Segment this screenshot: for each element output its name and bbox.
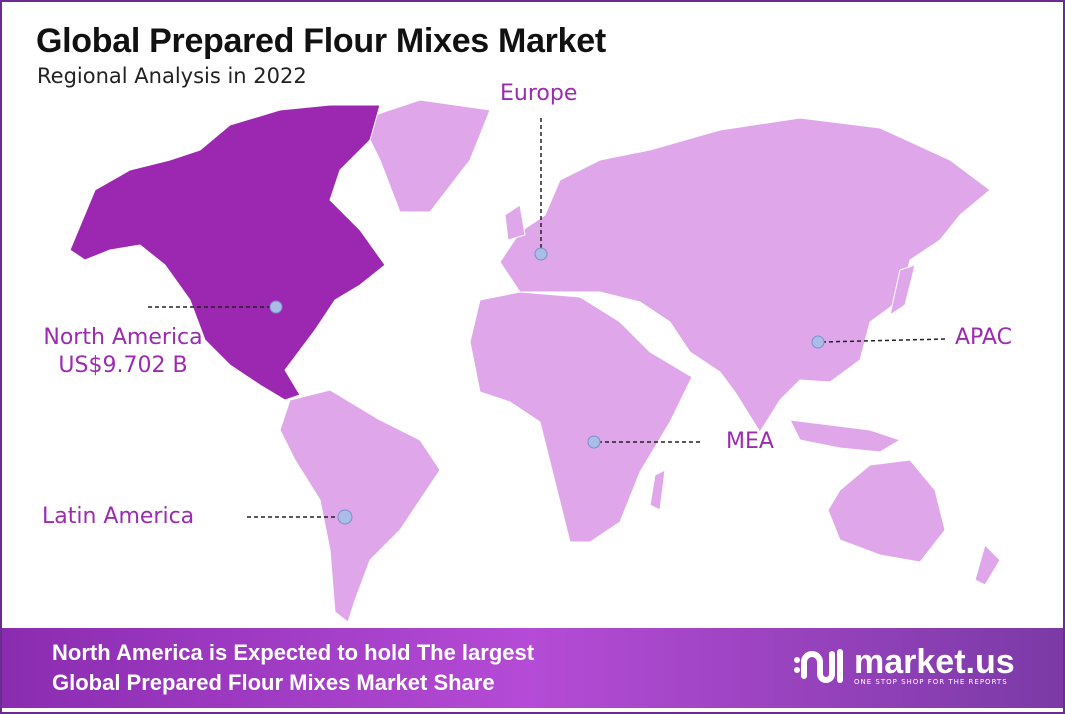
label-europe: Europe [500, 81, 578, 106]
logo-mark-icon [794, 649, 843, 683]
new-zealand [974, 544, 1001, 586]
apac-marker [811, 335, 825, 349]
logo-tagline: ONE STOP SHOP FOR THE REPORTS [854, 678, 1008, 686]
page-subtitle: Regional Analysis in 2022 [37, 64, 307, 88]
madagascar [649, 469, 666, 511]
africa [469, 291, 693, 543]
footer-line-1: North America is Expected to hold The la… [52, 640, 535, 665]
label-latin-america: Latin America [42, 504, 195, 529]
logo-name: market.us [854, 643, 1015, 681]
europe-marker [534, 247, 548, 261]
label-north-america: North America US$9.702 B [18, 324, 228, 380]
label-apac: APAC [955, 325, 1012, 350]
greenland [359, 99, 491, 213]
north-america-name: North America [43, 325, 203, 350]
footer-line-2: Global Prepared Flour Mixes Market Share [52, 670, 495, 695]
page-title: Global Prepared Flour Mixes Market [36, 22, 606, 60]
north-america-marker [269, 300, 283, 314]
latin-america-marker [337, 509, 353, 525]
japan [889, 264, 916, 317]
north-america-value: US$9.702 B [58, 353, 188, 378]
label-mea: MEA [726, 429, 774, 454]
uk [504, 204, 526, 241]
footer-banner: North America is Expected to hold The la… [2, 628, 1063, 708]
mea-marker [587, 435, 601, 449]
australia [827, 459, 946, 563]
indonesia [789, 419, 902, 453]
market-us-logo: market.us ONE STOP SHOP FOR THE REPORTS [792, 643, 1015, 686]
north-america [69, 104, 386, 401]
south-america [279, 389, 441, 623]
eurasia [499, 117, 991, 433]
footer-text: North America is Expected to hold The la… [52, 638, 534, 698]
